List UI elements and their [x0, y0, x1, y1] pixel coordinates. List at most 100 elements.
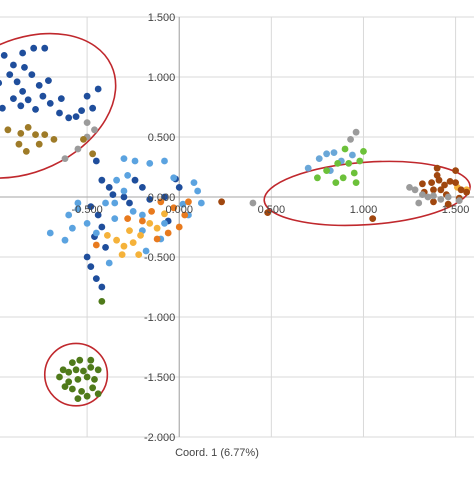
scatter-point — [323, 167, 331, 175]
scatter-point — [185, 198, 192, 206]
scatter-point — [41, 131, 49, 139]
scatter-point — [32, 106, 39, 113]
scatter-point — [102, 199, 109, 207]
scatter-point — [424, 193, 432, 201]
scatter-point — [419, 191, 426, 199]
scatter-point — [61, 383, 69, 390]
scatter-point — [17, 130, 25, 137]
scatter-point — [126, 227, 133, 235]
grid-layer — [0, 16, 474, 438]
y-tick-label: 0.500 — [148, 132, 176, 144]
scatter-point — [181, 211, 189, 219]
scatter-point — [153, 224, 161, 232]
scatter-point — [68, 385, 76, 393]
scatter-point — [87, 203, 95, 211]
x-axis-title: Coord. 1 (6.77%) — [175, 447, 259, 459]
scatter-point — [98, 283, 106, 291]
scatter-point — [356, 157, 364, 165]
scatter-point — [28, 71, 36, 78]
scatter-point — [249, 199, 257, 207]
scatter-point — [352, 128, 360, 136]
scatter-point — [0, 79, 3, 87]
scatter-point — [129, 208, 137, 215]
scatter-point — [120, 155, 128, 163]
y-tick-label: -2.000 — [144, 432, 175, 444]
scatter-point — [463, 188, 471, 196]
scatter-point — [441, 181, 448, 189]
scatter-point — [68, 359, 76, 366]
scatter-point — [138, 184, 146, 191]
scatter-point — [94, 366, 102, 374]
scatter-point — [124, 215, 132, 223]
scatter-point — [91, 376, 98, 383]
scatter-point — [345, 160, 353, 167]
scatter-point — [352, 179, 360, 187]
scatter-point — [415, 199, 423, 207]
scatter-point — [83, 220, 91, 227]
scatter-point — [105, 184, 113, 191]
scatter-point — [35, 140, 43, 148]
scatter-point — [360, 148, 367, 155]
scatter-point — [98, 176, 106, 184]
scatter-point — [120, 187, 128, 195]
x-tick-label: 1.500 — [442, 204, 470, 216]
scatter-point — [105, 259, 113, 267]
scatter-point — [264, 209, 272, 217]
scatter-point — [194, 187, 202, 195]
scatter-point — [126, 199, 133, 207]
scatter-point — [50, 136, 58, 143]
scatter-point — [83, 119, 91, 126]
scatter-point — [197, 199, 205, 207]
scatter-point — [339, 174, 347, 182]
scatter-point — [146, 160, 154, 167]
scatter-point — [157, 198, 165, 206]
scatter-point — [369, 215, 377, 223]
scatter-point — [118, 251, 126, 258]
scatter-point — [24, 124, 32, 131]
scatter-point — [45, 77, 52, 84]
scatter-point — [74, 376, 82, 383]
scatter-point — [10, 61, 17, 69]
cluster-ellipse — [43, 342, 109, 407]
scatter-point — [56, 109, 63, 117]
scatter-point — [61, 155, 69, 163]
scatter-point — [76, 356, 84, 364]
scatter-point — [19, 49, 27, 57]
y-tick-label: 0.000 — [148, 192, 176, 204]
scatter-point — [83, 92, 91, 100]
scatter-point — [437, 186, 445, 194]
scatter-point — [74, 199, 82, 207]
y-tick-label: -1.000 — [144, 312, 175, 324]
scatter-point — [161, 210, 168, 218]
scatter-point — [35, 82, 43, 89]
scatter-point — [446, 178, 454, 185]
scatter-point — [94, 211, 102, 219]
scatter-point — [419, 180, 426, 188]
scatter-point — [65, 378, 73, 386]
scatter-point — [102, 244, 109, 251]
scatter-point — [146, 196, 154, 203]
scatter-point — [452, 179, 459, 187]
scatter-point — [72, 366, 80, 374]
scatter-point — [98, 223, 106, 231]
scatter-point — [137, 232, 144, 239]
scatter-point — [131, 157, 139, 165]
scatter-point — [164, 229, 172, 237]
scatter-point — [430, 198, 437, 206]
scatter-point — [433, 172, 441, 179]
scatter-point — [170, 204, 178, 212]
scatter-point — [78, 107, 85, 114]
scatter-point — [142, 247, 150, 255]
scatter-point — [334, 160, 342, 167]
scatter-point — [59, 366, 67, 374]
scatter-point — [179, 200, 187, 208]
scatter-point — [46, 100, 54, 107]
scatter-point — [39, 92, 47, 100]
scatter-point — [94, 85, 102, 93]
scatter-point — [444, 200, 452, 208]
scatter-point — [83, 373, 91, 381]
scatter-point — [437, 196, 445, 203]
scatter-point — [21, 64, 28, 71]
scatter-point — [89, 104, 97, 112]
scatter-point — [444, 193, 452, 201]
